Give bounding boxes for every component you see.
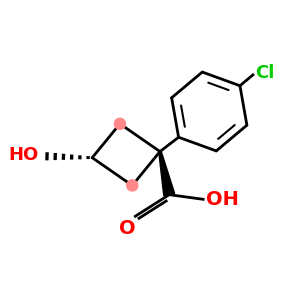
Text: HO: HO	[8, 146, 38, 164]
Circle shape	[127, 180, 138, 191]
Text: O: O	[119, 219, 136, 238]
Circle shape	[114, 118, 125, 129]
Text: OH: OH	[206, 190, 239, 209]
Polygon shape	[159, 151, 175, 196]
Text: Cl: Cl	[255, 64, 275, 82]
